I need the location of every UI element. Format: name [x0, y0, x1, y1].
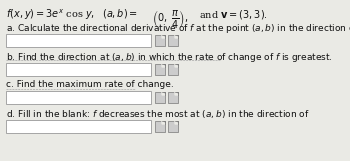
Bar	[168, 64, 178, 75]
Text: b. Find the direction at $(a, b)$ in which the rate of change of $f$ is greatest: b. Find the direction at $(a, b)$ in whi…	[6, 51, 333, 64]
Bar	[6, 34, 151, 47]
Polygon shape	[162, 121, 165, 124]
Bar	[6, 120, 151, 133]
Text: and $\mathbf{v} = (3, 3).$: and $\mathbf{v} = (3, 3).$	[196, 8, 268, 21]
Text: $\left(0,\ \dfrac{\pi}{4}\right),$: $\left(0,\ \dfrac{\pi}{4}\right),$	[152, 8, 188, 30]
Polygon shape	[175, 64, 178, 67]
Polygon shape	[162, 64, 165, 67]
Bar	[6, 91, 151, 104]
Polygon shape	[175, 35, 178, 38]
Bar	[6, 63, 151, 76]
Text: a. Calculate the directional derivative of $f$ at the point $(a, b)$ in the dire: a. Calculate the directional derivative …	[6, 22, 350, 36]
Bar	[168, 35, 178, 46]
Text: $f(x, y) = 3e^x$ cos $y,\ \ (a, b) =$: $f(x, y) = 3e^x$ cos $y,\ \ (a, b) =$	[6, 8, 138, 22]
Polygon shape	[162, 35, 165, 38]
Bar	[155, 35, 165, 46]
Bar	[168, 121, 178, 132]
Polygon shape	[175, 121, 178, 124]
Text: d. Fill in the blank: $f$ decreases the most at $(a, b)$ in the direction of: d. Fill in the blank: $f$ decreases the …	[6, 108, 310, 120]
Bar	[155, 121, 165, 132]
Polygon shape	[162, 92, 165, 95]
Bar	[155, 92, 165, 103]
Bar	[168, 92, 178, 103]
Text: c. Find the maximum rate of change.: c. Find the maximum rate of change.	[6, 80, 174, 89]
Polygon shape	[175, 92, 178, 95]
Bar	[155, 64, 165, 75]
